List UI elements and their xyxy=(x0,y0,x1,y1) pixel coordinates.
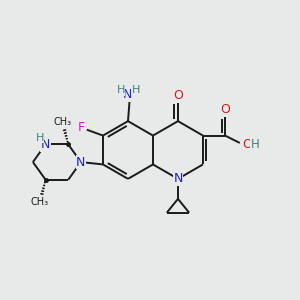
Text: O: O xyxy=(220,103,230,116)
Text: H: H xyxy=(132,85,140,95)
Text: H: H xyxy=(116,85,125,95)
Text: N: N xyxy=(123,88,132,101)
Text: N: N xyxy=(173,172,183,185)
Text: N: N xyxy=(76,156,86,169)
Text: N: N xyxy=(41,138,50,151)
Text: O: O xyxy=(173,89,183,102)
Text: H: H xyxy=(35,133,44,143)
Text: O: O xyxy=(243,138,253,151)
Text: CH₃: CH₃ xyxy=(31,197,49,207)
Text: F: F xyxy=(78,122,85,134)
Text: H: H xyxy=(251,138,260,151)
Text: CH₃: CH₃ xyxy=(53,117,71,127)
